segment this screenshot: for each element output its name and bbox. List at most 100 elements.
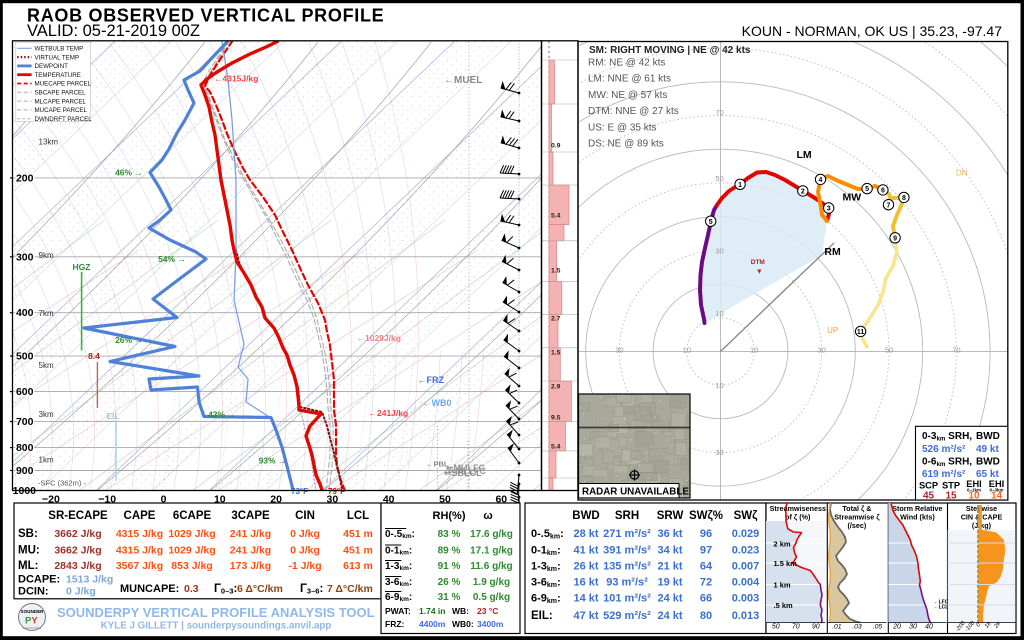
svg-text:.03: .03 [852, 624, 862, 631]
svg-text:RM: RM [824, 246, 841, 258]
svg-text:93 m²/s²: 93 m²/s² [606, 577, 648, 589]
svg-text:ML:: ML: [18, 560, 38, 572]
svg-text:TEMPERATURE: TEMPERATURE [35, 72, 81, 79]
svg-text:2k: 2k [993, 620, 1003, 630]
svg-text:15: 15 [945, 491, 957, 502]
svg-text:26% →: 26% → [115, 335, 143, 345]
svg-text:DTM: NNE @ 27 kts: DTM: NNE @ 27 kts [588, 106, 679, 117]
svg-text:1-3km:: 1-3km: [385, 561, 412, 572]
svg-text:UP: UP [827, 326, 838, 335]
svg-text:RADAR UNAVAILABLE: RADAR UNAVAILABLE [582, 487, 689, 498]
svg-text:DTM: DTM [751, 259, 765, 266]
svg-text:135 m²/s²: 135 m²/s² [603, 561, 651, 573]
svg-text:31 %: 31 % [438, 592, 461, 603]
svg-text:28 kt: 28 kt [573, 528, 598, 540]
svg-text:0–1km: 0–1km [967, 488, 981, 493]
svg-text:23 °C: 23 °C [477, 606, 498, 616]
svg-text:3km: 3km [39, 410, 54, 419]
svg-text:WB:: WB: [452, 606, 469, 616]
svg-text:ω: ω [483, 510, 492, 522]
svg-text:BWD: BWD [572, 510, 599, 522]
svg-text:853 J/kg: 853 J/kg [171, 560, 212, 572]
svg-text:6: 6 [881, 188, 885, 195]
svg-text:BWD: BWD [976, 457, 1000, 468]
svg-text:SRW: SRW [657, 510, 684, 522]
svg-text:49 kt: 49 kt [976, 444, 999, 455]
svg-text:SB:: SB: [18, 528, 38, 540]
svg-text:WB0:: WB0: [452, 619, 474, 629]
svg-text:17.1 g/kg: 17.1 g/kg [470, 546, 513, 557]
svg-text:0: 0 [975, 622, 982, 629]
svg-text:72: 72 [700, 577, 712, 589]
svg-text:0.013: 0.013 [732, 610, 760, 622]
svg-text:2: 2 [801, 189, 805, 196]
svg-text:1km: 1km [39, 455, 54, 464]
svg-text:65 kt: 65 kt [976, 469, 999, 480]
svg-text:1.74 in: 1.74 in [419, 606, 445, 616]
svg-text:3CAPE: 3CAPE [231, 510, 270, 522]
svg-text:47 kt: 47 kt [573, 610, 598, 622]
svg-text:5.4: 5.4 [551, 444, 561, 451]
svg-text:11.6 g/kg: 11.6 g/kg [470, 561, 512, 572]
svg-text:7km: 7km [39, 309, 54, 318]
svg-text:0.5 g/kg: 0.5 g/kg [473, 592, 510, 603]
svg-text:SBCAPE PARCEL: SBCAPE PARCEL [35, 90, 87, 97]
svg-text:2843 J/kg: 2843 J/kg [54, 560, 101, 572]
svg-text:FRZ:: FRZ: [385, 619, 405, 629]
svg-text:DS: NE @ 89 kts: DS: NE @ 89 kts [588, 139, 664, 150]
svg-text:20: 20 [270, 494, 282, 506]
svg-text:41 kt: 41 kt [573, 545, 598, 557]
svg-text:SWζ: SWζ [734, 510, 759, 522]
svg-text:←LCL: ←LCL [934, 605, 949, 611]
svg-text:26 %: 26 % [438, 577, 461, 588]
svg-text:21 kt: 21 kt [657, 561, 682, 573]
svg-text:16 kt: 16 kt [573, 577, 598, 589]
svg-text:613 m: 613 m [343, 560, 373, 572]
svg-text:0.004: 0.004 [732, 577, 760, 589]
svg-text:DN: DN [956, 168, 968, 177]
svg-text:4315 J/kg: 4315 J/kg [116, 528, 163, 540]
svg-text:50: 50 [772, 624, 780, 631]
svg-text:KOUN - NORMAN, OK US | 35.23,: KOUN - NORMAN, OK US | 35.23, -97.47 [742, 23, 1003, 39]
svg-text:SWζ%: SWζ% [689, 510, 723, 522]
svg-text:24 kt: 24 kt [657, 610, 682, 622]
svg-text:←1029J/kg: ←1029J/kg [357, 333, 401, 343]
svg-text:60: 60 [495, 494, 507, 506]
svg-text:MUECAPE PARCEL: MUECAPE PARCEL [35, 81, 92, 88]
svg-text:VALID: 05-21-2019 00Z: VALID: 05-21-2019 00Z [27, 22, 200, 40]
svg-text:70: 70 [792, 624, 800, 631]
svg-text:93% →: 93% → [259, 456, 287, 466]
svg-text:45: 45 [923, 491, 935, 502]
svg-text:3567 J/kg: 3567 J/kg [116, 560, 163, 572]
svg-text:5: 5 [865, 186, 869, 193]
svg-text:6-9km:: 6-9km: [531, 593, 561, 605]
svg-text:2.9: 2.9 [551, 384, 561, 391]
svg-text:1: 1 [738, 182, 742, 189]
svg-text:RM: NE @ 42 kts: RM: NE @ 42 kts [588, 58, 665, 69]
svg-text:900: 900 [16, 465, 34, 477]
svg-text:529 m²/s²: 529 m²/s² [603, 610, 651, 622]
svg-text:Γ0–3:: Γ0–3: [214, 583, 237, 596]
svg-text:19 kt: 19 kt [657, 577, 682, 589]
svg-text:CAPE: CAPE [124, 510, 156, 522]
svg-text:EHI: EHI [966, 479, 982, 489]
svg-text:1029 J/kg: 1029 J/kg [168, 528, 215, 540]
svg-text:MW: NE @ 57 kts: MW: NE @ 57 kts [588, 90, 667, 101]
svg-text:RAOB OBSERVED VERTICAL PROFILE: RAOB OBSERVED VERTICAL PROFILE [27, 6, 384, 26]
svg-text:←WB0: ←WB0 [423, 398, 452, 408]
svg-text:20: 20 [892, 624, 901, 631]
svg-text:17.6 g/kg: 17.6 g/kg [470, 529, 513, 540]
svg-text:0.029: 0.029 [732, 528, 760, 540]
svg-text:EIL: EIL [106, 411, 119, 421]
svg-text:4400m: 4400m [419, 619, 446, 629]
svg-text:MUCAPE PARCEL: MUCAPE PARCEL [35, 107, 88, 114]
svg-text:451 m: 451 m [343, 528, 373, 540]
svg-text:0-3km SRH,: 0-3km SRH, [922, 431, 972, 443]
svg-text:←FRZ: ←FRZ [418, 375, 445, 385]
svg-text:8: 8 [902, 195, 906, 202]
svg-text:500: 500 [16, 351, 34, 363]
svg-text:Total ζ &: Total ζ & [842, 504, 871, 513]
svg-text:3662 J/kg: 3662 J/kg [54, 545, 101, 557]
svg-text:(/sec): (/sec) [848, 521, 867, 530]
svg-text:30: 30 [909, 624, 917, 631]
